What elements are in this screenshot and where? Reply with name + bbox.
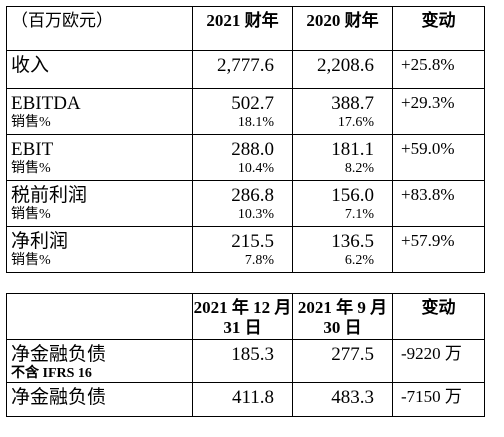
empty-header-cell bbox=[6, 293, 193, 340]
value-2021: 288.0 bbox=[231, 139, 274, 160]
table-row-ebit: EBIT 销售% 288.0 10.4% 181.1 8.2% +59.0% bbox=[6, 134, 485, 181]
table-row-net-debt: 净金融负债 411.8 483.3 -7150 万 bbox=[6, 381, 485, 417]
table-row-ebitda: EBITDA 销售% 502.7 18.1% 388.7 17.6% +29.3… bbox=[6, 88, 485, 135]
value-sep-30: 483.3 bbox=[331, 386, 374, 408]
change-value: +25.8% bbox=[392, 50, 485, 89]
margin-2020: 8.2% bbox=[344, 160, 374, 176]
row-label: 净金融负债 bbox=[11, 386, 107, 408]
change-value: +29.3% bbox=[392, 88, 485, 135]
value-2020: 388.7 bbox=[331, 93, 374, 114]
value-dec-31: 411.8 bbox=[231, 386, 274, 408]
margin-2021: 18.1% bbox=[237, 114, 274, 130]
change-value: -9220 万 bbox=[392, 339, 485, 383]
unit-label: （百万欧元） bbox=[6, 6, 193, 51]
value-2021: 215.5 bbox=[231, 231, 274, 252]
debt-table-header: 2021 年 12 月 31 日 2021 年 9 月 30 日 变动 bbox=[6, 293, 485, 340]
value-sep-30: 277.5 bbox=[331, 344, 374, 365]
header-fy2020: 2020 财年 bbox=[292, 6, 393, 51]
margin-2021: 7.8% bbox=[244, 252, 274, 268]
row-sublabel: 不含 IFRS 16 bbox=[11, 365, 92, 381]
margin-2020: 6.2% bbox=[344, 252, 374, 268]
row-label: 净金融负债 bbox=[11, 344, 107, 365]
change-value: +83.8% bbox=[392, 180, 485, 227]
header-fy2021: 2021 财年 bbox=[192, 6, 293, 51]
header-change: 变动 bbox=[392, 293, 485, 340]
row-sublabel: 销售% bbox=[11, 114, 51, 130]
row-label: 净利润 bbox=[11, 231, 69, 252]
change-value: +59.0% bbox=[392, 134, 485, 181]
row-label: 税前利润 bbox=[11, 185, 88, 206]
header-sep-30: 2021 年 9 月 30 日 bbox=[292, 293, 393, 340]
margin-2021: 10.4% bbox=[237, 160, 274, 176]
value-2021: 502.7 bbox=[231, 93, 274, 114]
value-2020: 181.1 bbox=[331, 139, 374, 160]
header-dec-31: 2021 年 12 月 31 日 bbox=[192, 293, 293, 340]
row-sublabel: 销售% bbox=[11, 252, 51, 268]
value-2020: 136.5 bbox=[331, 231, 374, 252]
row-label: 收入 bbox=[11, 55, 50, 76]
table-row-revenue: 收入 2,777.6 2,208.6 +25.8% bbox=[6, 50, 485, 89]
row-sublabel: 销售% bbox=[11, 206, 51, 222]
row-label: EBITDA bbox=[11, 93, 81, 114]
change-value: -7150 万 bbox=[392, 381, 485, 417]
value-2020: 156.0 bbox=[331, 185, 374, 206]
table-row-net-debt-excl-ifrs16: 净金融负债 不含 IFRS 16 185.3 277.5 -9220 万 bbox=[6, 339, 485, 383]
table-row-pretax-profit: 税前利润 销售% 286.8 10.3% 156.0 7.1% +83.8% bbox=[6, 180, 485, 227]
value-2021: 286.8 bbox=[231, 185, 274, 206]
margin-2020: 7.1% bbox=[344, 206, 374, 222]
margin-2020: 17.6% bbox=[337, 114, 374, 130]
value-2020: 2,208.6 bbox=[317, 55, 374, 76]
table-row-net-profit: 净利润 销售% 215.5 7.8% 136.5 6.2% +57.9% bbox=[6, 226, 485, 273]
income-table: （百万欧元） 2021 财年 2020 财年 变动 收入 2,777.6 2,2… bbox=[6, 6, 485, 273]
header-change: 变动 bbox=[392, 6, 485, 51]
value-dec-31: 185.3 bbox=[231, 344, 274, 365]
change-value: +57.9% bbox=[392, 226, 485, 273]
value-2021: 2,777.6 bbox=[217, 55, 274, 76]
debt-table: 2021 年 12 月 31 日 2021 年 9 月 30 日 变动 净金融负… bbox=[6, 293, 485, 417]
income-table-header: （百万欧元） 2021 财年 2020 财年 变动 bbox=[6, 6, 485, 51]
row-sublabel: 销售% bbox=[11, 160, 51, 176]
row-label: EBIT bbox=[11, 139, 54, 160]
margin-2021: 10.3% bbox=[237, 206, 274, 222]
